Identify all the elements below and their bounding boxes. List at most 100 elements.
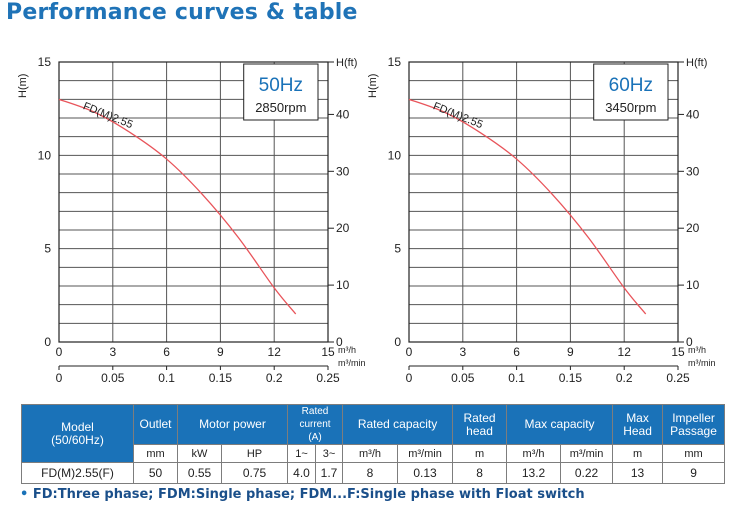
y-tick-label-ft: 20	[336, 221, 350, 235]
header-motor-power: Motor power	[176, 404, 289, 445]
plot-frame	[58, 61, 329, 343]
value-cell: 8	[342, 462, 399, 484]
unit-cell: m	[612, 444, 664, 463]
x-tick-label-m3h: 6	[163, 345, 170, 359]
value-cell: 0.13	[397, 462, 454, 484]
header-rated-head: Rated head	[452, 404, 508, 445]
y-axis-label-left: H(m)	[17, 74, 29, 98]
unit-cell: mm	[662, 444, 726, 463]
value-cell: 0.22	[560, 462, 614, 484]
x-tick-label-m3min: 0.15	[209, 371, 233, 385]
info-box	[243, 63, 319, 121]
header-outlet: Outlet	[133, 404, 178, 445]
x-tick-label-m3min: 0	[406, 371, 413, 385]
unit-cell: m³/min	[560, 444, 614, 463]
x-tick-label-m3min: 0.05	[451, 371, 475, 385]
unit-cell: m³/h	[342, 444, 399, 463]
x-tick-label-m3min: 0.2	[616, 371, 633, 385]
model-cell: FD(M)2.55(F)	[21, 462, 134, 484]
unit-cell: kW	[177, 444, 222, 463]
x-tick-label-m3h: 15	[321, 345, 335, 359]
unit-cell: m	[452, 444, 508, 463]
x-tick-label-m3min: 0.25	[666, 371, 690, 385]
header-max-head: Max Head	[612, 404, 664, 445]
y-tick-label-m: 0	[394, 335, 401, 349]
y-tick-label-m: 10	[388, 148, 402, 162]
x-tick-label-m3h: 15	[671, 345, 685, 359]
y-tick-label-ft: 30	[686, 164, 700, 178]
curve-label: FD(M)2.55	[81, 100, 134, 131]
x-tick-label-m3min: 0	[56, 371, 63, 385]
frequency-label: 60Hz	[609, 75, 653, 96]
y-tick-label-m: 10	[38, 148, 52, 162]
value-cell: 13.2	[506, 462, 562, 484]
y-axis-label-right: H(ft)	[336, 57, 357, 69]
x-tick-label-m3min: 0.1	[158, 371, 175, 385]
x-tick-label-m3h: 9	[217, 345, 224, 359]
x-tick-label-m3min: 0.05	[101, 371, 125, 385]
footnote: • FD:Three phase; FDM:Single phase; FDM.…	[20, 487, 585, 502]
y-tick-label-m: 5	[394, 242, 401, 256]
unit-cell: 1~	[287, 444, 317, 463]
value-cell: 50	[133, 462, 178, 484]
unit-cell: HP	[220, 444, 289, 463]
x-tick-label-m3min: 0.1	[508, 371, 525, 385]
value-cell: 1.7	[315, 462, 344, 484]
header-rated-current: Rated current (A)	[287, 404, 344, 445]
value-cell: 0.75	[220, 462, 289, 484]
value-cell: 4.0	[287, 462, 317, 484]
header-rated-capacity: Rated capacity	[342, 404, 454, 445]
x-tick-label-m3h: 12	[618, 345, 632, 359]
y-tick-label-m: 0	[44, 335, 51, 349]
y-axis-label-left: H(m)	[367, 74, 379, 98]
unit-cell: mm	[133, 444, 178, 463]
performance-table: Model (50/60Hz) Outlet Motor power Rated…	[21, 404, 726, 484]
y-tick-label-ft: 40	[336, 107, 350, 121]
x-tick-label-m3h: 9	[567, 345, 574, 359]
header-impeller-passage: Impeller Passage	[662, 404, 726, 445]
x-tick-label-m3h: 0	[56, 345, 63, 359]
y-tick-label-ft: 0	[686, 335, 693, 349]
y-tick-label-ft: 0	[336, 335, 343, 349]
y-tick-label-ft: 10	[686, 278, 700, 292]
x-tick-label-m3min: 0.2	[266, 371, 283, 385]
y-tick-label-ft: 40	[686, 107, 700, 121]
x-axis-label-m3h: m³/h	[338, 345, 356, 355]
y-tick-label-ft: 30	[336, 164, 350, 178]
curve-label: FD(M)2.55	[431, 100, 484, 131]
unit-cell: m³/min	[397, 444, 454, 463]
y-tick-label-m: 15	[388, 55, 402, 69]
x-tick-label-m3h: 0	[406, 345, 413, 359]
unit-cell: m³/h	[506, 444, 562, 463]
value-cell: 0.55	[177, 462, 222, 484]
x-tick-label-m3min: 0.15	[559, 371, 583, 385]
x-tick-label-m3min: 0.25	[316, 371, 340, 385]
x-tick-label-m3h: 6	[513, 345, 520, 359]
x-axis-label-m3min: m³/min	[688, 358, 716, 368]
header-model: Model (50/60Hz)	[21, 404, 134, 463]
x-tick-label-m3h: 3	[109, 345, 116, 359]
y-tick-label-ft: 10	[336, 278, 350, 292]
value-cell: 13	[612, 462, 664, 484]
y-tick-label-m: 15	[38, 55, 52, 69]
performance-curve	[408, 98, 647, 315]
bullet-icon: •	[20, 487, 29, 502]
x-axis-label-m3min: m³/min	[338, 358, 366, 368]
rpm-label: 3450rpm	[605, 100, 656, 115]
y-tick-label-ft: 20	[686, 221, 700, 235]
info-box	[593, 63, 669, 121]
page-title: Performance curves & table	[6, 0, 358, 25]
plot-frame	[408, 61, 679, 343]
y-axis-label-right: H(ft)	[686, 57, 707, 69]
value-cell: 8	[452, 462, 508, 484]
x-axis-label-m3h: m³/h	[688, 345, 706, 355]
header-max-capacity: Max capacity	[506, 404, 614, 445]
unit-cell: 3~	[315, 444, 344, 463]
table-row: FD(M)2.55(F) 50 0.55 0.75 4.0 1.7 8 0.13…	[21, 462, 726, 484]
y-tick-label-m: 5	[44, 242, 51, 256]
frequency-label: 50Hz	[259, 75, 303, 96]
x-tick-label-m3h: 3	[459, 345, 466, 359]
value-cell: 9	[662, 462, 726, 484]
